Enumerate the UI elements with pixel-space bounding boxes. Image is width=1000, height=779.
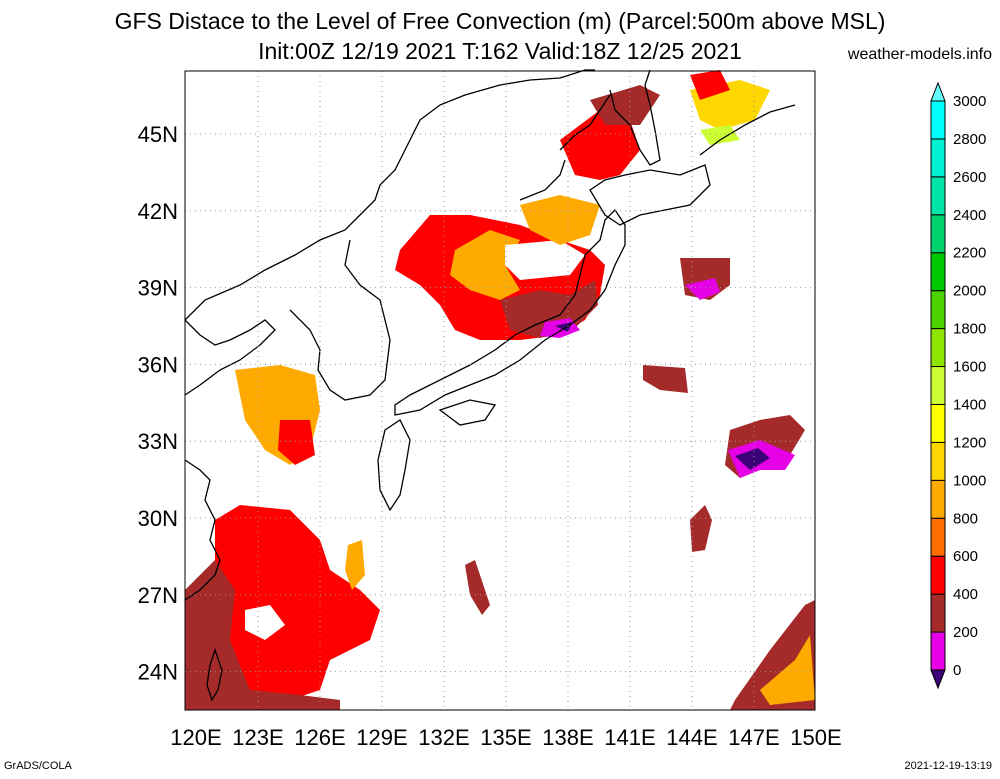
colorbar-segment (930, 593, 946, 633)
colorbar-segment (930, 517, 946, 557)
field-layer (185, 70, 815, 710)
chart-subtitle: Init:00Z 12/19 2021 T:162 Valid:18Z 12/2… (258, 38, 742, 64)
footer-credit: GrADS/COLA (4, 760, 72, 772)
field-spot-ogasawara (690, 505, 712, 552)
lon-tick-label: 126E (294, 725, 345, 750)
lat-tick-label: 24N (138, 660, 178, 685)
colorbar-underflow (930, 669, 946, 690)
field-lime-kuril (700, 125, 740, 145)
lat-tick-label: 42N (138, 199, 178, 224)
field-red-ecs (215, 505, 380, 700)
colorbar-segment (930, 555, 946, 595)
lon-tick-label: 138E (542, 725, 593, 750)
colorbar-segment (930, 441, 946, 481)
colorbar-label: 2200 (953, 245, 986, 262)
colorbar-segment (930, 290, 946, 330)
colorbar-label: 1200 (953, 434, 986, 451)
colorbar-segment (930, 252, 946, 292)
field-brown-pacific (465, 560, 490, 615)
grid-layer (185, 71, 815, 710)
colorbar-label: 200 (953, 624, 978, 641)
field-gap-north (505, 240, 585, 280)
field-gap-ecs (245, 605, 285, 640)
field-brown-ecs (185, 560, 340, 710)
site-label: weather-models.info (847, 46, 992, 63)
colorbar-label: 2600 (953, 169, 986, 186)
lon-tick-label: 144E (666, 725, 717, 750)
colorbar-segment (930, 366, 946, 405)
coastline-taiwan (206, 647, 223, 702)
coastline-russia (439, 69, 611, 201)
lon-tick-label: 132E (418, 725, 469, 750)
footer-timestamp: 2021-12-19-13:19 (904, 760, 992, 772)
coastline-china-east (184, 459, 221, 601)
lon-tick-label: 123E (232, 725, 283, 750)
axis-labels: 120E 123E 126E 129E 132E 135E 138E 141E 144E 147E… (138, 122, 842, 750)
colorbar-label: 3000 (953, 93, 986, 110)
colorbar-segment (930, 100, 946, 140)
colorbar-label: 1000 (953, 472, 986, 489)
colorbar: 0 200 400 600 800 1000 1200 1400 1600 1800 2000 220… (930, 81, 986, 690)
coastline-korea (184, 104, 441, 401)
colorbar-label: 400 (953, 586, 978, 603)
colorbar-label: 1400 (953, 396, 986, 413)
field-purple-mid (735, 448, 770, 470)
coastline-layer (184, 69, 796, 702)
coastline-hokkaido (589, 164, 711, 226)
colorbar-label: 1600 (953, 359, 986, 376)
field-purple-north (555, 322, 572, 332)
field-orange-sakhalin (560, 110, 640, 180)
lat-tick-label: 30N (138, 506, 178, 531)
lat-tick-label: 45N (138, 122, 178, 147)
field-brown-sakhalin (590, 85, 660, 125)
field-orange-se (760, 635, 815, 705)
coastline-sakhalin (609, 69, 661, 166)
coastline-shikoku (438, 399, 497, 426)
colorbar-label: 800 (953, 510, 978, 527)
colorbar-segment (930, 631, 946, 671)
field-orange-east36 (643, 365, 688, 393)
map-frame (184, 70, 816, 711)
lon-tick-label: 135E (480, 725, 531, 750)
coastline-kyushu (377, 419, 411, 512)
colorbar-overflow (930, 81, 946, 102)
coastline-china-north (184, 319, 276, 396)
lat-tick-label: 39N (138, 276, 178, 301)
lat-tick-label: 27N (138, 583, 178, 608)
field-red-yellowsea (278, 420, 315, 465)
colorbar-label: 2800 (953, 131, 986, 148)
chart-title: GFS Distace to the Level of Free Convect… (114, 8, 886, 34)
lon-tick-label: 129E (356, 725, 407, 750)
colorbar-segment (930, 176, 946, 216)
coastline-kurils (699, 104, 796, 156)
field-red-kuril (690, 70, 730, 100)
colorbar-label: 2400 (953, 207, 986, 224)
colorbar-segment (930, 403, 946, 443)
colorbar-segment (930, 138, 946, 178)
lon-tick-label: 141E (604, 725, 655, 750)
colorbar-label: 600 (953, 548, 978, 565)
lat-tick-label: 36N (138, 352, 178, 377)
colorbar-segment (930, 328, 946, 368)
lon-tick-label: 147E (728, 725, 779, 750)
field-magenta-east (685, 278, 720, 300)
field-orange-north (450, 230, 520, 300)
colorbar-label: 0 (953, 662, 961, 679)
lon-tick-label: 150E (790, 725, 841, 750)
lat-tick-label: 33N (138, 429, 178, 454)
colorbar-segment (930, 479, 946, 519)
colorbar-label: 2000 (953, 283, 986, 300)
colorbar-segment (930, 214, 946, 254)
coastline-japan-honshu (394, 208, 626, 416)
field-orange-ecs (345, 540, 365, 590)
lon-tick-label: 120E (170, 725, 221, 750)
field-orange-hokkaido (520, 195, 600, 245)
colorbar-label: 1800 (953, 321, 986, 338)
